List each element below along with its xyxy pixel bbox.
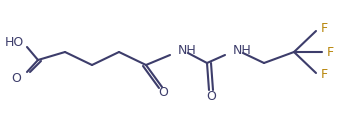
Text: O: O: [158, 86, 168, 100]
Text: NH: NH: [233, 44, 252, 58]
Text: O: O: [206, 90, 216, 102]
Text: HO: HO: [4, 36, 24, 49]
Text: NH: NH: [178, 44, 197, 58]
Text: F: F: [327, 46, 334, 59]
Text: F: F: [321, 22, 328, 36]
Text: O: O: [11, 72, 21, 86]
Text: F: F: [321, 68, 328, 82]
